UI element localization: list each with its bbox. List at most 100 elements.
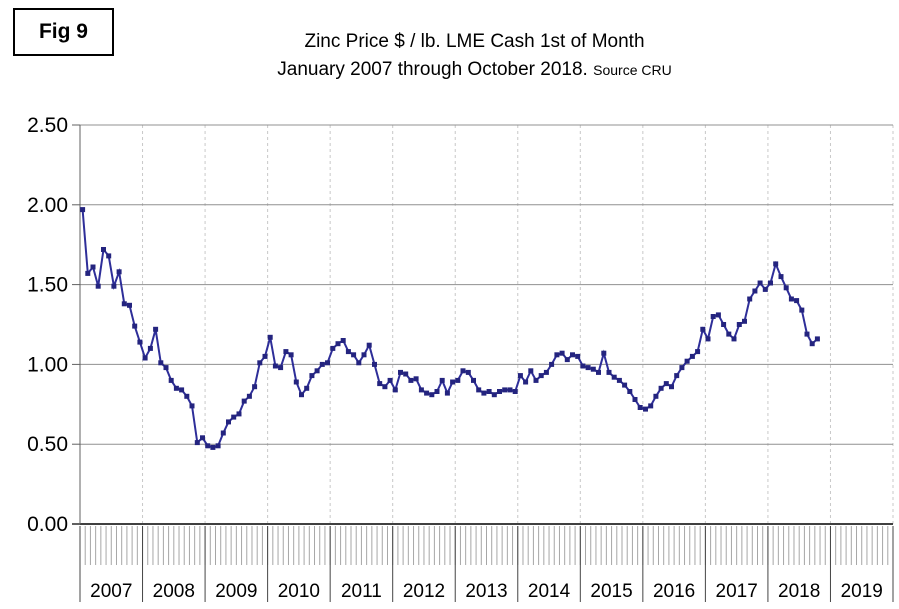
data-point-marker: [418, 387, 424, 393]
data-point-marker: [471, 377, 476, 383]
data-point-marker: [444, 390, 450, 396]
data-point-marker: [622, 382, 628, 388]
data-point-marker: [637, 405, 643, 410]
data-point-marker: [398, 369, 403, 375]
data-point-marker: [700, 326, 706, 332]
data-point-marker: [361, 352, 367, 358]
data-point-marker: [137, 339, 143, 345]
data-point-marker: [392, 387, 398, 393]
data-point-marker: [601, 350, 607, 356]
data-point-marker: [382, 384, 388, 390]
data-point-marker: [465, 369, 471, 375]
data-point-marker: [340, 338, 346, 343]
data-point-marker: [252, 384, 258, 390]
data-point-marker: [538, 373, 544, 379]
data-point-marker: [695, 349, 701, 355]
data-point-marker: [210, 444, 216, 450]
data-point-marker: [335, 341, 341, 347]
data-point-marker: [762, 286, 768, 292]
data-point-marker: [674, 373, 680, 379]
chart-title: Zinc Price $ / lb. LME Cash 1st of Month: [304, 31, 645, 52]
data-point-marker: [262, 353, 268, 359]
data-point-marker: [272, 363, 278, 369]
y-axis-tick-label: 2.50: [27, 114, 68, 137]
data-point-marker: [585, 365, 591, 371]
y-axis-tick-label: 1.00: [27, 353, 68, 376]
data-point-marker: [512, 389, 518, 394]
data-point-marker: [90, 264, 96, 270]
data-point-marker: [721, 322, 727, 327]
data-point-marker: [632, 397, 638, 402]
data-point-marker: [132, 323, 138, 329]
data-point-marker: [345, 349, 351, 355]
data-point-marker: [439, 377, 445, 383]
data-point-marker: [205, 443, 211, 449]
data-point-marker: [773, 261, 779, 267]
data-point-marker: [523, 379, 529, 385]
data-point-marker: [752, 288, 758, 294]
data-point-marker: [241, 398, 247, 404]
data-point-marker: [80, 207, 86, 213]
data-point-marker: [257, 360, 263, 366]
chart-header: Zinc Price $ / lb. LME Cash 1st of Month…: [60, 28, 889, 83]
data-point-marker: [715, 312, 721, 318]
data-point-marker: [590, 366, 596, 372]
data-point-marker: [408, 377, 414, 383]
data-point-marker: [549, 361, 555, 367]
x-axis-year-label: 2011: [341, 581, 382, 602]
x-axis-year-label: 2015: [590, 581, 632, 602]
data-point-marker: [304, 385, 310, 391]
data-point-marker: [116, 269, 122, 275]
data-point-marker: [111, 283, 117, 289]
data-point-marker: [95, 283, 101, 289]
data-point-marker: [455, 377, 461, 383]
x-axis-year-label: 2008: [153, 581, 195, 602]
data-point-marker: [147, 345, 153, 351]
data-point-marker: [663, 381, 669, 387]
y-axis-tick-label: 0.00: [27, 513, 68, 536]
data-point-marker: [153, 326, 159, 332]
data-point-marker: [403, 371, 409, 377]
chart-subtitle: January 2007 through October 2018. Sourc…: [60, 56, 889, 84]
data-point-marker: [413, 376, 419, 382]
data-point-marker: [325, 360, 330, 366]
data-point-marker: [288, 352, 294, 358]
x-axis-year-label: 2010: [278, 581, 320, 602]
data-point-marker: [194, 440, 200, 446]
x-axis-year-label: 2016: [653, 581, 695, 602]
data-point-marker: [627, 389, 633, 394]
data-point-marker: [372, 361, 377, 367]
price-series-line: [81, 209, 819, 449]
data-point-marker: [606, 369, 612, 375]
data-point-marker: [173, 385, 179, 391]
data-point-marker: [246, 393, 252, 399]
data-point-marker: [726, 331, 732, 337]
data-point-marker: [220, 430, 226, 436]
data-point-marker: [778, 274, 784, 280]
data-point-marker: [653, 393, 659, 399]
data-point-marker: [142, 355, 148, 361]
data-point-marker: [554, 352, 560, 358]
y-axis-tick-label: 0.50: [27, 433, 68, 456]
data-point-marker: [121, 301, 127, 307]
data-point-marker: [689, 353, 695, 359]
data-point-marker: [783, 285, 789, 291]
data-point-marker: [731, 336, 737, 342]
data-point-marker: [491, 392, 497, 398]
data-point-marker: [429, 392, 435, 398]
data-point-marker: [314, 368, 320, 374]
x-axis-year-label: 2017: [716, 581, 758, 602]
figure-number-label: Fig 9: [38, 20, 88, 43]
data-point-marker: [127, 302, 132, 308]
y-axis-tick-label: 2.00: [27, 194, 68, 217]
data-point-marker: [481, 390, 487, 396]
data-point-marker: [580, 363, 586, 369]
data-point-marker: [476, 387, 482, 393]
source-note: Source CRU: [593, 61, 672, 78]
data-point-marker: [658, 385, 664, 391]
data-point-marker: [507, 387, 513, 393]
x-axis-year-label: 2018: [778, 581, 820, 602]
data-point-marker: [424, 390, 430, 396]
data-point-marker: [559, 350, 565, 356]
